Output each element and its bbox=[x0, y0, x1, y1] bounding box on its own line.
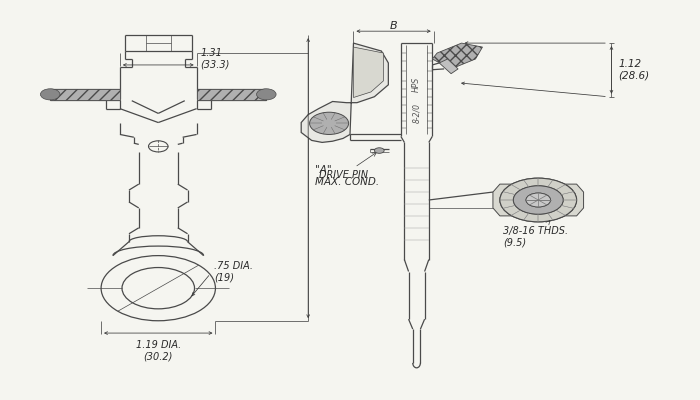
Circle shape bbox=[257, 89, 276, 100]
Text: DRIVE PIN: DRIVE PIN bbox=[318, 152, 377, 180]
Text: 8-2/0: 8-2/0 bbox=[412, 103, 421, 123]
Circle shape bbox=[374, 148, 384, 153]
Circle shape bbox=[526, 193, 550, 207]
Polygon shape bbox=[439, 59, 458, 74]
Text: 1.19 DIA.
(30.2): 1.19 DIA. (30.2) bbox=[136, 340, 181, 362]
Polygon shape bbox=[50, 89, 120, 100]
Polygon shape bbox=[433, 43, 482, 69]
Text: "A"
MAX. COND.: "A" MAX. COND. bbox=[315, 165, 379, 187]
Circle shape bbox=[500, 178, 577, 222]
Circle shape bbox=[500, 178, 577, 222]
Text: 1.12
(28.6): 1.12 (28.6) bbox=[618, 59, 650, 80]
Circle shape bbox=[309, 112, 349, 134]
Text: B: B bbox=[390, 22, 398, 32]
Polygon shape bbox=[493, 184, 584, 216]
Circle shape bbox=[513, 186, 564, 214]
Circle shape bbox=[526, 193, 550, 207]
Text: .75 DIA.
(19): .75 DIA. (19) bbox=[214, 261, 253, 282]
Circle shape bbox=[513, 186, 564, 214]
Text: 3/8-16 THDS.
(9.5): 3/8-16 THDS. (9.5) bbox=[503, 220, 568, 248]
Text: 1.31
(33.3): 1.31 (33.3) bbox=[200, 48, 230, 70]
Polygon shape bbox=[197, 89, 266, 100]
Circle shape bbox=[41, 89, 60, 100]
Text: HPS: HPS bbox=[412, 77, 421, 92]
Polygon shape bbox=[301, 43, 389, 142]
Polygon shape bbox=[354, 47, 384, 98]
